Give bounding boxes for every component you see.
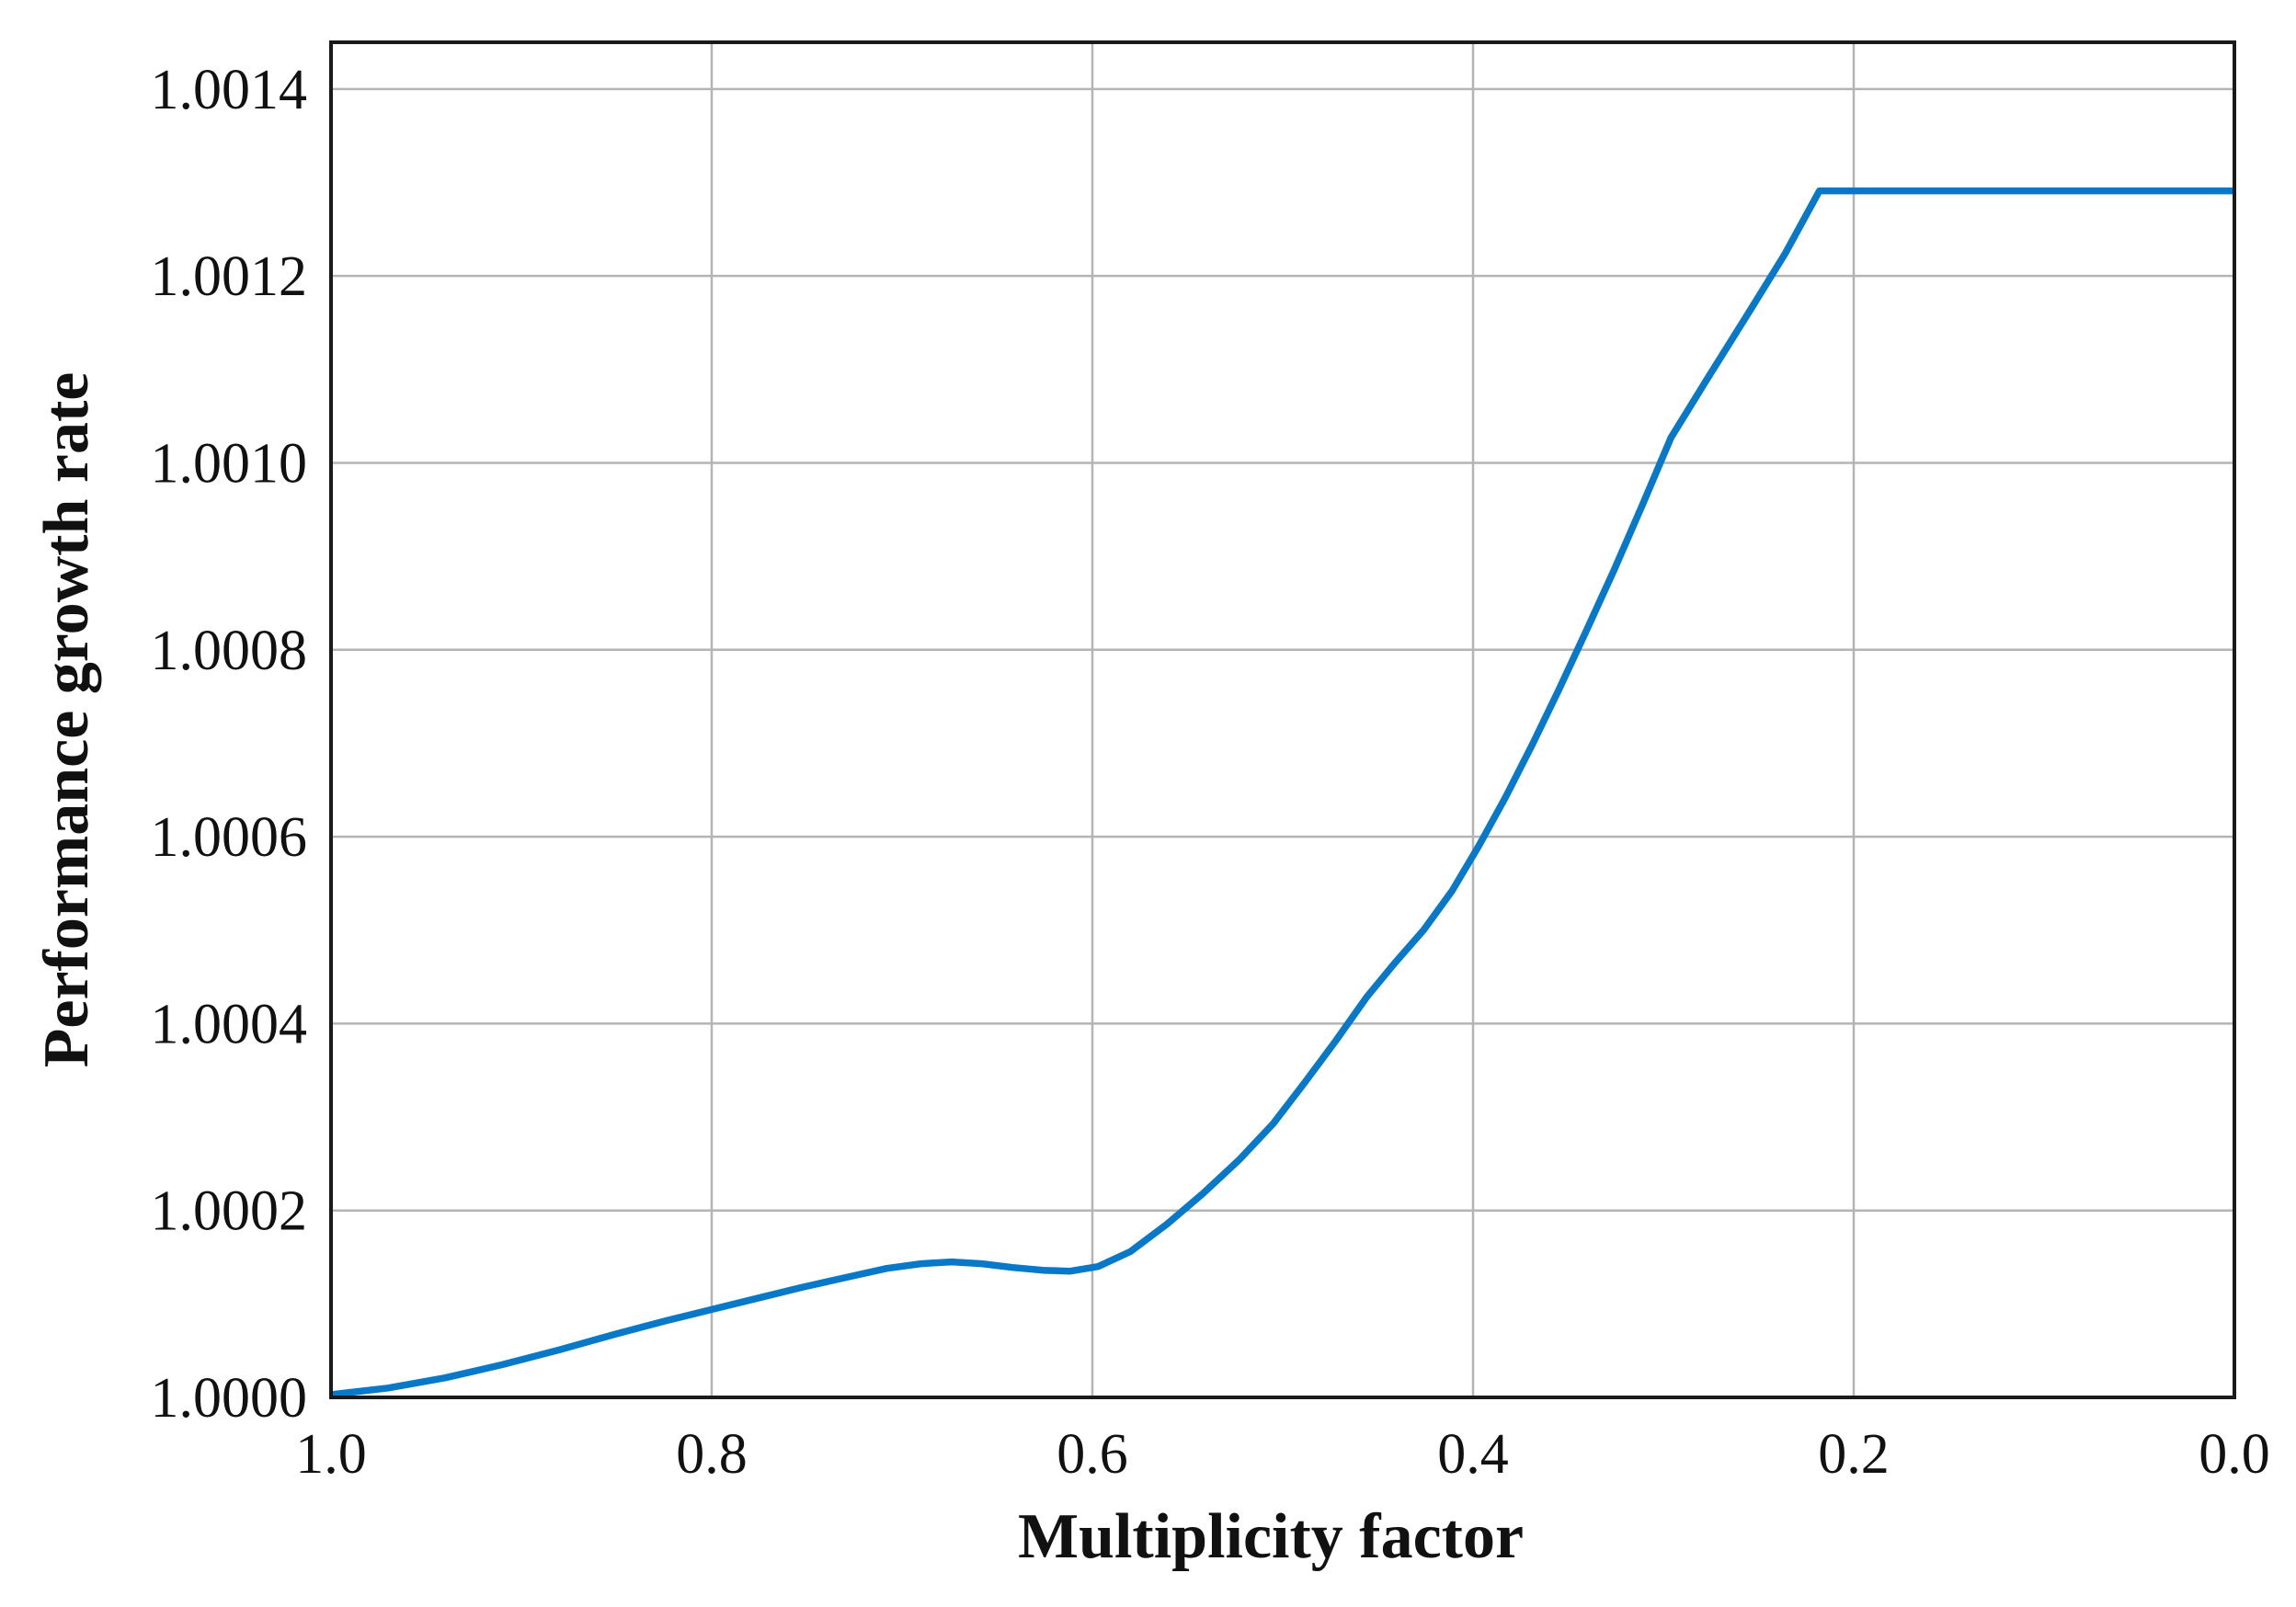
tick-label-layer: 1.0 0.8 0.6 0.4 0.2 0.0 1.0000 1.0002 1.0004 1.00… bbox=[151, 59, 2270, 1486]
x-tick-label-0.2: 0.2 bbox=[1818, 1423, 1890, 1486]
x-axis-label: Multiplicity factor bbox=[1018, 1501, 1524, 1572]
x-tick-label-0.6: 0.6 bbox=[1057, 1423, 1128, 1486]
y-tick-label-1.0014: 1.0014 bbox=[151, 59, 308, 121]
x-tick-label-0.4: 0.4 bbox=[1437, 1423, 1509, 1486]
performance-growth-rate-curve bbox=[331, 187, 2234, 1397]
plot-box bbox=[329, 40, 2236, 1399]
y-tick-label-1.0004: 1.0004 bbox=[151, 993, 308, 1055]
x-tick-label-0.8: 0.8 bbox=[676, 1423, 748, 1486]
series-layer bbox=[331, 187, 2234, 1397]
y-tick-label-1.0002: 1.0002 bbox=[151, 1180, 308, 1243]
y-tick-label-1.0008: 1.0008 bbox=[151, 620, 308, 682]
y-tick-label-1.0010: 1.0010 bbox=[151, 432, 308, 495]
x-tick-label-1.0: 1.0 bbox=[295, 1423, 367, 1486]
y-tick-label-1.0000: 1.0000 bbox=[151, 1367, 308, 1430]
x-tick-label-0.0: 0.0 bbox=[2199, 1423, 2270, 1486]
y-tick-label-1.0006: 1.0006 bbox=[151, 806, 308, 869]
y-axis-label: Performance growth rate bbox=[31, 372, 102, 1068]
y-tick-label-1.0012: 1.0012 bbox=[151, 245, 308, 308]
grid-layer bbox=[331, 42, 2234, 1397]
